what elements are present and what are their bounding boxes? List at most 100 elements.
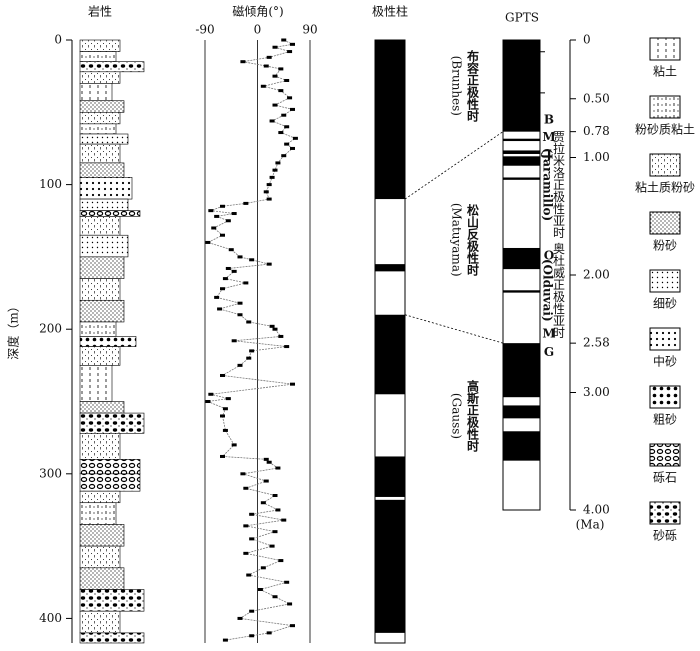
legend-swatch: [649, 327, 681, 351]
inclination-point: [243, 201, 249, 205]
lithology-layer: [79, 545, 121, 569]
x-tick-label: 0: [254, 23, 262, 37]
y-tick-label: 200: [39, 322, 62, 336]
inclination-point: [272, 494, 278, 498]
inclination-point: [228, 248, 234, 252]
inclination-point: [272, 74, 278, 78]
lithology-layer: [79, 216, 121, 236]
lithology-layer: [79, 459, 141, 475]
legend-label: 粉砂: [653, 239, 677, 253]
inclination-point: [284, 142, 290, 146]
normal-chron: [503, 431, 540, 461]
boundary-label: O: [544, 249, 554, 263]
legend-swatch: [649, 153, 681, 177]
inclination-point: [246, 320, 252, 324]
inclination-point: [243, 524, 249, 528]
inclination-point: [217, 307, 223, 311]
inclination-point: [284, 580, 290, 584]
normal-polarity: [375, 456, 405, 497]
legend-swatch: [649, 443, 681, 467]
lithology-layer: [79, 502, 117, 525]
normal-chron: [503, 343, 540, 398]
inclination-point: [220, 233, 225, 237]
lithology-layer: [79, 589, 145, 612]
subchron-alias: (Olduvai): [541, 259, 555, 322]
lithology-layer: [79, 112, 121, 125]
inclination-point: [208, 392, 214, 396]
lithology-layer: [79, 256, 125, 279]
inclination-point: [263, 479, 269, 483]
legend-swatch: [649, 385, 681, 409]
inclination-point: [237, 255, 243, 259]
inclination-point: [281, 518, 287, 522]
normal-chron: [503, 290, 540, 293]
inclination-point: [222, 277, 228, 281]
inclination-point: [290, 624, 295, 628]
inclination-point: [243, 281, 249, 285]
lithology-layer: [79, 365, 113, 402]
inclination-point: [237, 301, 243, 305]
inclination-point: [208, 209, 214, 213]
lithology-layer: [79, 39, 121, 52]
lithology-layer: [79, 524, 125, 547]
legend-label: 粘土质粉砂: [635, 180, 695, 195]
inclination-point: [222, 638, 228, 642]
inclination-point: [272, 327, 278, 331]
lithology-layer: [79, 346, 121, 366]
inclination-point: [220, 454, 225, 458]
normal-chron: [503, 138, 540, 142]
inclination-point: [290, 382, 295, 386]
inclination-point: [240, 60, 246, 64]
boundary-label: J: [545, 148, 552, 162]
legend-swatch: [649, 501, 681, 525]
panel-title: GPTS: [505, 11, 539, 25]
legend-swatch: [649, 37, 681, 61]
correlation-line: [404, 131, 504, 200]
lithology-layer: [79, 278, 121, 301]
inclination-point: [269, 544, 275, 548]
normal-chron: [503, 405, 540, 419]
inclination-point: [220, 204, 225, 208]
inclination-point: [220, 373, 225, 377]
normal-chron: [503, 156, 540, 166]
inclination-point: [284, 78, 290, 82]
chron-name: 布容正极性时: [466, 48, 480, 122]
inclination-point: [246, 356, 252, 360]
normal-polarity: [375, 314, 405, 395]
y-tick-label: 400: [39, 611, 62, 625]
normal-chron: [503, 40, 540, 132]
inclination-point: [269, 324, 275, 328]
boundary-label: M: [542, 326, 555, 340]
lithology-layer: [79, 71, 121, 84]
inclination-point: [214, 214, 220, 218]
inclination-point: [275, 508, 281, 512]
inclination-point: [278, 89, 284, 93]
inclination-point: [281, 154, 287, 158]
y-axis-label: 深度（m）: [6, 300, 21, 359]
chron-name: 高斯正极性时: [466, 379, 480, 453]
inclination-point: [287, 602, 293, 606]
lithology-layer: [79, 51, 117, 62]
inclination-point: [205, 400, 211, 404]
legend-label: 粉砂质粘土: [635, 122, 695, 137]
subchron-name: 奥杜威正极性亚时: [552, 242, 566, 338]
lithology-layer: [79, 177, 133, 200]
inclination-point: [292, 136, 298, 140]
inclination-point: [287, 50, 293, 54]
inclination-point: [257, 587, 263, 591]
inclination-point: [231, 269, 237, 273]
lithology-layer: [79, 100, 125, 113]
inclination-point: [275, 161, 281, 165]
lithology-layer: [79, 83, 113, 102]
lithology-layer: [79, 162, 125, 178]
age-tick-label: 4.00: [583, 503, 610, 517]
inclination-point: [272, 530, 278, 534]
inclination-point: [266, 631, 272, 635]
inclination-point: [225, 266, 231, 270]
lithology-layer: [79, 133, 129, 145]
inclination-point: [222, 428, 228, 432]
inclination-point: [275, 466, 281, 470]
inclination-point: [278, 67, 284, 71]
lithology-layer: [79, 61, 145, 73]
inclination-point: [249, 349, 255, 353]
